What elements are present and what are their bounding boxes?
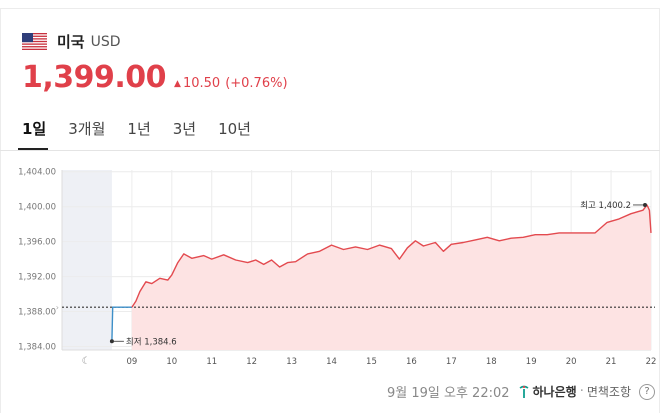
tab-10-years[interactable]: 10년 — [218, 120, 251, 138]
x-tick-label: 14 — [326, 357, 337, 367]
triangle-up-icon: ▲ — [174, 79, 181, 89]
price-change: ▲ 10.50 (+0.76%) — [174, 76, 287, 91]
change-amount: 10.50 — [182, 76, 221, 91]
x-tick-label: 18 — [486, 357, 497, 367]
y-tick-label: 1,392.00 — [18, 273, 56, 283]
tab-3-years[interactable]: 3년 — [172, 120, 197, 138]
price-line — [131, 204, 652, 308]
footer: 9월 19일 오후 22:02 하나은행 · 면책조항 ? — [387, 382, 655, 401]
pre-session-line — [111, 306, 132, 342]
x-tick-label: 13 — [286, 357, 297, 367]
x-tick-label: 10 — [166, 357, 177, 367]
x-tick-label: 19 — [526, 357, 537, 367]
tab-3-months[interactable]: 3개월 — [68, 120, 106, 138]
y-tick-label: 1,396.00 — [18, 238, 56, 248]
low-label: 최저 1,384.6 — [126, 336, 177, 347]
x-tick-label: 20 — [566, 357, 577, 367]
x-tick-label: 22 — [646, 357, 657, 367]
x-tick-label: 21 — [606, 357, 617, 367]
tab-1-day[interactable]: 1일 — [22, 120, 47, 138]
separator-dot: · — [579, 384, 584, 399]
currency-code: USD — [90, 33, 121, 50]
timestamp: 9월 19일 오후 22:02 — [387, 386, 510, 401]
x-tick-label: 16 — [406, 357, 417, 367]
active-tab-indicator — [18, 148, 48, 150]
previous-close-marker: › — [56, 303, 59, 312]
intraday-chart[interactable]: 1,404.00 1,400.00 1,396.00 1,392.00 1,388.00… — [0, 156, 660, 370]
y-tick-label: 1,384.00 — [18, 343, 56, 353]
price-area-fill — [131, 205, 652, 350]
tab-1-year[interactable]: 1년 — [127, 120, 151, 138]
disclaimer-link[interactable]: 면책조항 — [586, 385, 631, 399]
hana-bank-logo-icon — [519, 385, 528, 398]
bank-name: 하나은행 — [532, 385, 577, 399]
y-tick-label: 1,404.00 — [18, 168, 56, 178]
y-tick-label: 1,388.00 — [18, 308, 56, 318]
country-name: 미국 — [57, 33, 85, 51]
high-label: 최고 1,400.2 — [580, 200, 631, 211]
us-flag-icon — [22, 33, 47, 50]
x-tick-label: 12 — [246, 357, 257, 367]
x-tick-label: 17 — [446, 357, 457, 367]
x-tick-label: 09 — [126, 357, 137, 367]
x-tick-label: 11 — [206, 357, 217, 367]
tabs-divider — [0, 150, 660, 151]
night-session-band — [62, 170, 112, 350]
current-price: 1,399.00 — [22, 60, 167, 95]
currency-header: 미국 USD — [22, 31, 121, 52]
y-tick-label: 1,400.00 — [18, 203, 56, 213]
price-row: 1,399.00 ▲ 10.50 (+0.76%) — [22, 60, 288, 95]
exchange-rate-card — [0, 8, 660, 413]
change-percent: (+0.76%) — [225, 76, 288, 91]
info-icon[interactable]: ? — [639, 383, 655, 400]
x-tick-label: 15 — [366, 357, 377, 367]
period-tabs: 1일 3개월 1년 3년 10년 — [22, 118, 273, 145]
moon-icon: ☾ — [81, 356, 90, 367]
